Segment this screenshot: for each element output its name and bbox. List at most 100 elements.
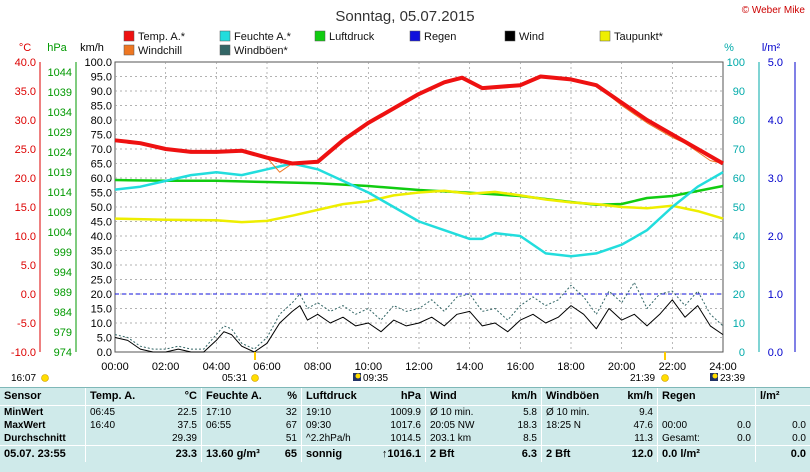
stats-header-cell: l/m² bbox=[756, 388, 810, 406]
stats-header-title: Regen bbox=[662, 390, 696, 402]
stats-cell bbox=[756, 406, 810, 419]
stats-cell: 29.39 bbox=[86, 432, 201, 445]
stats-cell-right: 9.4 bbox=[639, 407, 653, 418]
stats-cell-right: 51 bbox=[285, 433, 297, 444]
tick-time: 14:00 bbox=[456, 361, 484, 373]
stats-cell-current: 0.0 l/m² bbox=[658, 445, 755, 462]
tick-kmh: 85.0 bbox=[91, 101, 112, 113]
legend-swatch bbox=[504, 30, 516, 42]
tick-pct: 60 bbox=[733, 173, 745, 185]
stats-cell-left: 19:10 bbox=[306, 407, 332, 418]
stats-cell-left: 2 Bft bbox=[430, 448, 455, 460]
stats-row-label: MinWert bbox=[4, 407, 44, 418]
stats-header-cell: Windböen km/h bbox=[542, 388, 657, 406]
tick-temp: 5.0 bbox=[21, 260, 36, 272]
tick-kmh: 80.0 bbox=[91, 115, 112, 127]
tick-hpa: 994 bbox=[54, 267, 72, 279]
tick-hpa: 1004 bbox=[48, 227, 72, 239]
stats-row-labels: Sensor MinWert MaxWert Durchschnitt 05.07. 2… bbox=[0, 388, 86, 462]
stats-cell-left: 18:25 N bbox=[546, 420, 582, 431]
series-dewpoint bbox=[114, 189, 724, 224]
tick-temp: 35.0 bbox=[15, 86, 36, 98]
axis-unit-temp: °C bbox=[19, 42, 31, 54]
axis-unit-hpa: hPa bbox=[47, 42, 67, 54]
tick-temp: 20.0 bbox=[15, 173, 36, 185]
tick-hpa: 1024 bbox=[48, 147, 72, 159]
tick-temp: 30.0 bbox=[15, 115, 36, 127]
stats-column: Feuchte A.% 17:10 32 06:55 67 51 13.60 g/m³ 65 bbox=[202, 388, 302, 462]
stats-cell: 18:25 N 47.6 bbox=[542, 419, 657, 432]
tick-hpa: 999 bbox=[54, 247, 72, 259]
stats-row-label: Sensor bbox=[4, 390, 42, 402]
stats-header-title: Windböen bbox=[546, 390, 600, 402]
tick-kmh: 65.0 bbox=[91, 159, 112, 171]
stats-cell: 09:30 1017.6 bbox=[302, 419, 425, 432]
stats-cell-left: ^2.2hPa/h bbox=[306, 433, 351, 444]
stats-cell-right: 5.8 bbox=[523, 407, 537, 418]
tick-kmh: 50.0 bbox=[91, 202, 112, 214]
stats-cell-right: 47.6 bbox=[633, 420, 653, 431]
stats-header-unit: km/h bbox=[511, 390, 537, 402]
legend-swatch bbox=[599, 30, 611, 42]
stats-cell-current: 13.60 g/m³ 65 bbox=[202, 445, 301, 462]
stats-cell: Gesamt: 0.0 bbox=[658, 432, 755, 445]
tick-rain: 0.0 bbox=[768, 347, 783, 359]
stats-header-cell: Luftdruck hPa bbox=[302, 388, 425, 406]
stats-header-unit: hPa bbox=[400, 390, 421, 402]
stats-cell-right: 0.0 bbox=[792, 420, 806, 431]
stats-header-title: l/m² bbox=[760, 390, 780, 402]
tick-hpa: 984 bbox=[54, 307, 72, 319]
tick-hpa: 989 bbox=[54, 287, 72, 299]
axis-unit-kmh: km/h bbox=[80, 42, 104, 54]
stats-cell-left: Ø 10 min. bbox=[430, 407, 474, 418]
stats-cell-left: 00:00 bbox=[662, 420, 688, 431]
tick-time: 04:00 bbox=[203, 361, 231, 373]
stats-cell-right: 11.3 bbox=[634, 433, 653, 444]
tick-rain: 3.0 bbox=[768, 173, 783, 185]
stats-cell-right: 12.0 bbox=[631, 448, 653, 460]
tick-kmh: 100.0 bbox=[84, 57, 112, 69]
stats-cell-right: 8.5 bbox=[523, 433, 537, 444]
stats-column: Temp. A. °C 06:45 22.5 16:40 37.5 29.39 23.3 bbox=[86, 388, 202, 462]
tick-hpa: 974 bbox=[54, 347, 72, 359]
tick-hpa: 1029 bbox=[48, 127, 72, 139]
stats-header-unit: °C bbox=[184, 390, 197, 402]
stats-cell-right: 0.0 bbox=[790, 448, 806, 460]
stats-cell-left: 2 Bft bbox=[546, 448, 571, 460]
stats-column: Windböen km/h Ø 10 min. 9.4 18:25 N 47.6 11.3 2… bbox=[542, 388, 658, 462]
stats-row-label: Durchschnitt bbox=[4, 433, 66, 444]
stats-cell-current: 2 Bft 6.3 bbox=[426, 445, 541, 462]
stats-row-label: MaxWert bbox=[4, 420, 46, 431]
tick-rain: 2.0 bbox=[768, 231, 783, 243]
stats-cell-left: 20:05 NW bbox=[430, 420, 475, 431]
tick-pct: 80 bbox=[733, 115, 745, 127]
stats-cell-left: 13.60 g/m³ bbox=[206, 448, 260, 460]
stats-column: Luftdruck hPa 19:10 1009.9 09:30 1017.6 ^2.2hP… bbox=[302, 388, 426, 462]
stats-header-cell: Sensor bbox=[0, 388, 85, 406]
tick-rain: 4.0 bbox=[768, 115, 783, 127]
axis-unit-rain: l/m² bbox=[762, 42, 781, 54]
stats-cell: 0.0 bbox=[756, 432, 810, 445]
stats-cell-right: 22.5 bbox=[177, 407, 197, 418]
stats-cell: Ø 10 min. 5.8 bbox=[426, 406, 541, 419]
stats-cell: 05.07. 23:55 bbox=[0, 445, 85, 462]
stats-header-title: Wind bbox=[430, 390, 457, 402]
tick-pct: 0 bbox=[739, 347, 745, 359]
legend-entry: Wind bbox=[519, 31, 544, 43]
tick-kmh: 20.0 bbox=[91, 289, 112, 301]
stats-table: Sensor MinWert MaxWert Durchschnitt 05.07. 2… bbox=[0, 387, 810, 472]
moonset-time: 09:35 bbox=[363, 373, 388, 384]
tick-hpa: 1034 bbox=[48, 107, 72, 119]
tick-pct: 100 bbox=[727, 57, 745, 69]
stats-cell: 11.3 bbox=[542, 432, 657, 445]
stats-cell: 17:10 32 bbox=[202, 406, 301, 419]
stats-cell-right: 0.0 bbox=[737, 420, 751, 431]
legend-entry: Luftdruck bbox=[329, 31, 375, 43]
tick-kmh: 60.0 bbox=[91, 173, 112, 185]
tick-kmh: 30.0 bbox=[91, 260, 112, 272]
sunset-time: 21:39 bbox=[630, 373, 655, 384]
moon-icon bbox=[353, 373, 361, 381]
tick-rain: 5.0 bbox=[768, 57, 783, 69]
tick-kmh: 70.0 bbox=[91, 144, 112, 156]
stats-header-title: Temp. A. bbox=[90, 390, 136, 402]
